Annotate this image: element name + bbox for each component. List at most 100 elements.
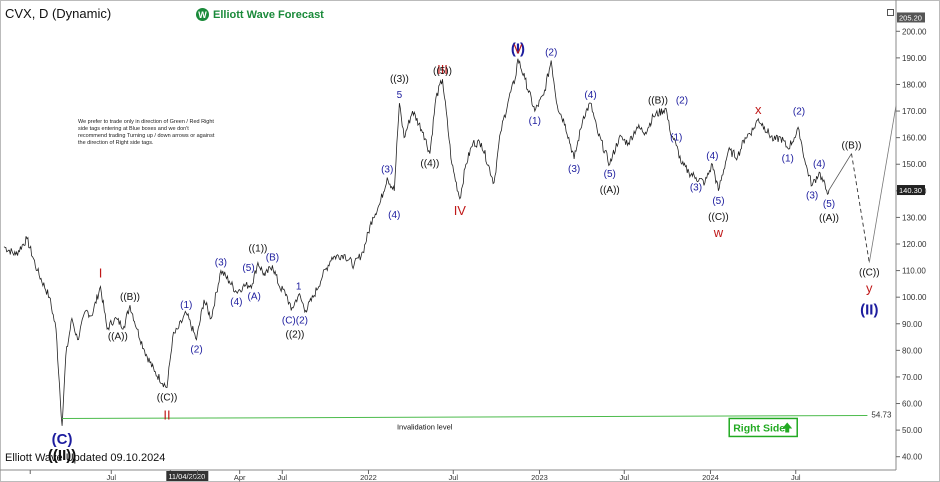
y-tick-label: 50.00 <box>902 426 923 435</box>
brand-name: Elliott Wave Forecast <box>213 8 324 21</box>
wave-label: ((5)) <box>433 66 452 77</box>
x-tick-label: Jul <box>448 473 458 482</box>
wave-label: 1 <box>296 282 302 293</box>
projection-leg-b <box>828 153 852 191</box>
x-tick-label: 2021 <box>189 473 206 482</box>
y-tick-label: 170.00 <box>902 107 927 116</box>
x-tick-label: Jul <box>619 473 629 482</box>
chart-settings-icon[interactable] <box>887 9 894 16</box>
y-tick-label: 60.00 <box>902 400 923 409</box>
y-tick-label: 90.00 <box>902 320 923 329</box>
wave-label: (4) <box>230 297 242 308</box>
wave-label: ((1)) <box>248 244 267 255</box>
price-badge <box>897 12 925 23</box>
x-tick-label: 2022 <box>360 473 377 482</box>
wave-label: (II) <box>860 302 878 319</box>
wave-label: x <box>755 102 762 117</box>
wave-label: III <box>437 62 448 77</box>
brand-header: W Elliott Wave Forecast <box>196 8 324 21</box>
wave-label: (3) <box>690 183 702 194</box>
right-side-tag: Right Side <box>728 417 798 438</box>
wave-label: ((C)) <box>157 393 178 404</box>
wave-label: (2) <box>545 48 557 59</box>
price-series-line <box>3 58 830 426</box>
wave-label: (5) <box>242 263 254 274</box>
wave-label: (C) <box>52 431 73 448</box>
y-tick-label: 190.00 <box>902 54 927 63</box>
wave-label: IV <box>454 203 467 218</box>
wave-label: (A) <box>248 292 261 303</box>
wave-label: y <box>866 281 873 296</box>
wave-label: (3) <box>381 165 393 176</box>
wave-label: (5) <box>823 199 835 210</box>
x-tick-label: Jul <box>106 473 116 482</box>
right-side-tag-box <box>728 417 798 438</box>
wave-label: (4) <box>813 159 825 170</box>
wave-label: (2) <box>190 345 202 356</box>
projection-leg-c <box>851 153 870 263</box>
wave-label: (B) <box>266 252 279 263</box>
trading-note: We prefer to trade only in direction of … <box>78 119 215 146</box>
y-tick-label: 40.00 <box>902 453 923 462</box>
wave-label: (5) <box>712 196 724 207</box>
price-badge <box>897 185 925 196</box>
price-badge-label: 140.30 <box>899 186 922 195</box>
y-tick-label: 180.00 <box>902 80 927 89</box>
crosshair-date-label: 11/04/2020 <box>168 472 205 481</box>
wave-label: (C)(2) <box>282 315 308 326</box>
wave-label: 5 <box>397 90 403 101</box>
wave-label: (1) <box>529 116 541 127</box>
x-tick-label: 2023 <box>531 473 548 482</box>
wave-label: w <box>713 225 724 240</box>
invalidation-level-label: Invalidation level <box>397 423 453 432</box>
wave-label: (I) <box>511 41 525 58</box>
invalidation-level-line <box>62 415 868 420</box>
wave-label: (3) <box>568 164 580 175</box>
y-tick-label: 130.00 <box>902 213 927 222</box>
wave-label: ((A)) <box>108 331 128 342</box>
y-tick-label: 200.00 <box>902 27 927 36</box>
y-tick-label: 160.00 <box>902 134 927 143</box>
wave-label: (4) <box>584 90 596 101</box>
wave-label: II <box>163 408 170 423</box>
x-tick-label: Apr <box>234 473 246 482</box>
price-badge-label: 205.20 <box>899 13 922 22</box>
wave-label: (2) <box>793 107 805 118</box>
wave-label: (1) <box>670 133 682 144</box>
wave-label: (4) <box>706 151 718 162</box>
y-tick-label: 110.00 <box>902 267 926 276</box>
wave-label: ((2)) <box>285 329 304 340</box>
wave-label: ((A)) <box>600 185 620 196</box>
wave-label: I <box>99 266 103 281</box>
y-tick-label: 150.00 <box>902 160 927 169</box>
wave-label: ((II)) <box>48 447 76 464</box>
invalidation-level-value: 54.73 <box>871 411 892 420</box>
wave-label: V <box>514 42 523 57</box>
wave-label: (4) <box>388 210 400 221</box>
x-tick-label: Jul <box>791 473 801 482</box>
wave-label: (5) <box>604 169 616 180</box>
wave-label: ((B)) <box>120 292 140 303</box>
y-tick-label: 80.00 <box>902 346 923 355</box>
wave-label: (1) <box>782 153 794 164</box>
up-arrow-icon <box>782 422 793 433</box>
wave-label: ((4)) <box>420 159 439 170</box>
wave-label: ((3)) <box>390 74 409 85</box>
wave-label: (1) <box>180 300 192 311</box>
y-tick-label: 70.00 <box>902 373 923 382</box>
y-tick-label: 100.00 <box>902 293 927 302</box>
projection-continuation <box>868 105 897 263</box>
wave-label: ((C)) <box>708 212 729 223</box>
y-tick-label: 120.00 <box>902 240 927 249</box>
wave-label: ((C)) <box>859 268 880 279</box>
wave-label: (3) <box>215 258 227 269</box>
wave-label: ((B)) <box>841 141 861 152</box>
wave-label: ((B)) <box>648 95 668 106</box>
wave-logo-icon: W <box>196 8 209 21</box>
wave-label: (2) <box>676 95 688 106</box>
wave-label: (3) <box>806 191 818 202</box>
x-tick-label: Jul <box>277 473 287 482</box>
